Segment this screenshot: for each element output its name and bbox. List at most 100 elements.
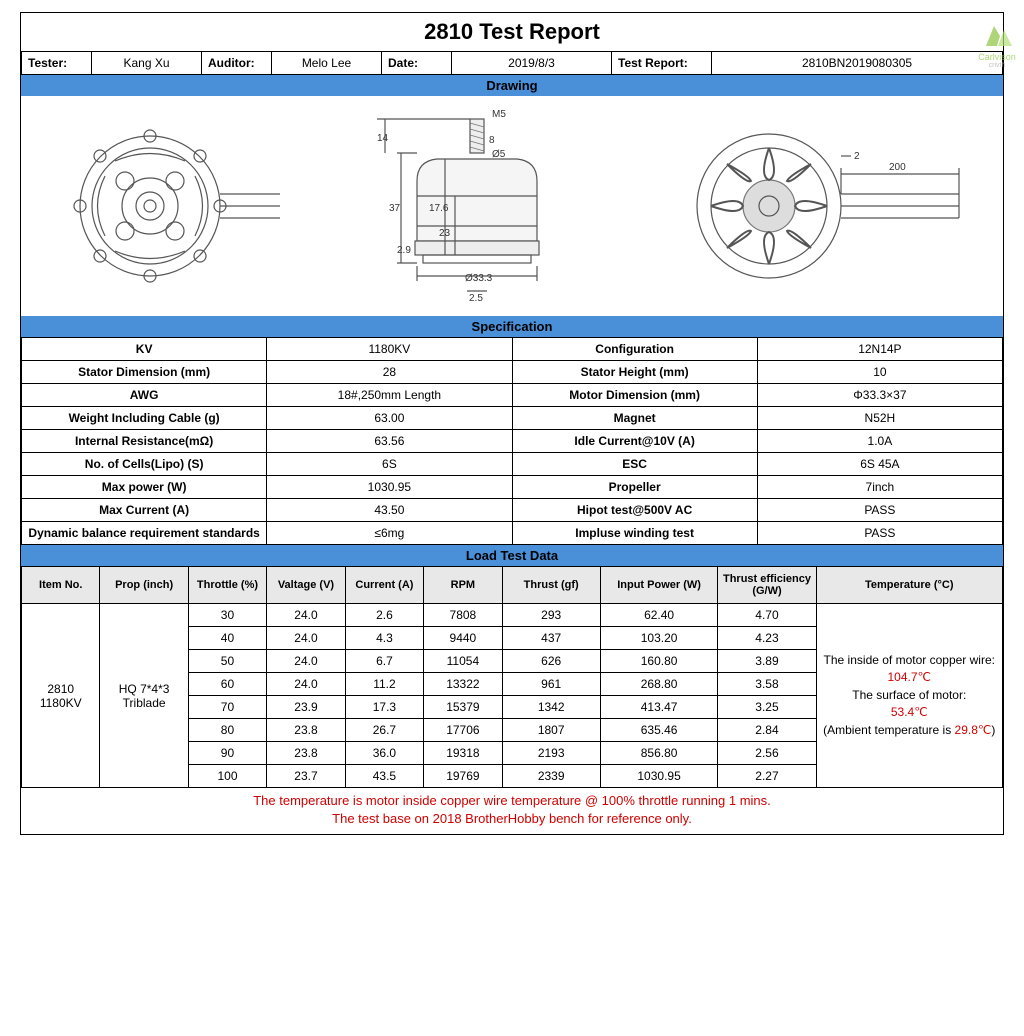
load-cell: 60 (188, 673, 266, 696)
spec-value: 18#,250mm Length (267, 384, 512, 407)
svg-text:M5: M5 (492, 109, 506, 120)
spec-label: Magnet (512, 407, 757, 430)
svg-text:2.9: 2.9 (397, 245, 411, 256)
load-cell: 36.0 (345, 742, 423, 765)
spec-value: 63.56 (267, 430, 512, 453)
load-cell: 26.7 (345, 719, 423, 742)
load-cell: 11054 (424, 650, 502, 673)
spec-value: 1030.95 (267, 476, 512, 499)
load-cell: 24.0 (267, 650, 345, 673)
load-col-header: Current (A) (345, 567, 423, 604)
header-table: Tester: Kang Xu Auditor: Melo Lee Date: … (21, 51, 1003, 75)
svg-text:23: 23 (439, 228, 451, 239)
load-cell: 293 (502, 604, 600, 627)
spec-value: Φ33.3×37 (757, 384, 1002, 407)
load-prop: HQ 7*4*3 Triblade (100, 604, 188, 788)
load-cell: 11.2 (345, 673, 423, 696)
load-cell: 30 (188, 604, 266, 627)
load-cell: 4.3 (345, 627, 423, 650)
auditor-label: Auditor: (202, 52, 272, 75)
report-title: 2810 Test Report (21, 13, 1003, 51)
spec-value: 63.00 (267, 407, 512, 430)
load-col-header: Valtage (V) (267, 567, 345, 604)
load-cell: 24.0 (267, 673, 345, 696)
load-cell: 1342 (502, 696, 600, 719)
spec-value: 1.0A (757, 430, 1002, 453)
date-label: Date: (382, 52, 452, 75)
svg-text:14: 14 (377, 133, 389, 144)
load-item: 28101180KV (22, 604, 100, 788)
spec-value: 43.50 (267, 499, 512, 522)
spec-label: Weight Including Cable (g) (22, 407, 267, 430)
load-cell: 24.0 (267, 627, 345, 650)
drawing-bottom-view (55, 106, 285, 306)
spec-label: Stator Dimension (mm) (22, 361, 267, 384)
drawing-area: M5 8 14 Ø5 37 17.6 23 Ø33.3 2.9 2.5 (21, 96, 1003, 316)
load-cell: 90 (188, 742, 266, 765)
load-cell: 103.20 (600, 627, 718, 650)
section-drawing: Drawing (21, 75, 1003, 96)
drawing-top-view: 200 2 (669, 106, 969, 306)
svg-text:2: 2 (854, 151, 860, 162)
watermark-text1: Carlvison (978, 52, 1016, 62)
report-sheet: 2810 Test Report Tester: Kang Xu Auditor… (20, 12, 1004, 835)
auditor-value: Melo Lee (272, 52, 382, 75)
load-cell: 2.56 (718, 742, 816, 765)
spec-value: 6S 45A (757, 453, 1002, 476)
spec-value: N52H (757, 407, 1002, 430)
load-temp: The inside of motor copper wire:104.7℃Th… (816, 604, 1002, 788)
load-cell: 4.23 (718, 627, 816, 650)
load-col-header: Temperature (°C) (816, 567, 1002, 604)
load-cell: 23.8 (267, 719, 345, 742)
load-cell: 3.25 (718, 696, 816, 719)
svg-text:8: 8 (489, 135, 495, 146)
spec-value: 12N14P (757, 338, 1002, 361)
load-cell: 62.40 (600, 604, 718, 627)
section-spec: Specification (21, 316, 1003, 337)
spec-label: AWG (22, 384, 267, 407)
spec-label: Stator Height (mm) (512, 361, 757, 384)
load-cell: 6.7 (345, 650, 423, 673)
footnote: The temperature is motor inside copper w… (21, 788, 1003, 834)
load-cell: 43.5 (345, 765, 423, 788)
load-cell: 2.6 (345, 604, 423, 627)
load-col-header: Input Power (W) (600, 567, 718, 604)
spec-label: Impluse winding test (512, 522, 757, 545)
load-col-header: Prop (inch) (100, 567, 188, 604)
spec-value: 7inch (757, 476, 1002, 499)
load-table: Item No.Prop (inch)Throttle (%)Valtage (… (21, 566, 1003, 788)
load-cell: 413.47 (600, 696, 718, 719)
spec-value: ≤6mg (267, 522, 512, 545)
spec-label: Internal Resistance(mΩ) (22, 430, 267, 453)
load-col-header: Thrust (gf) (502, 567, 600, 604)
spec-label: Max power (W) (22, 476, 267, 499)
load-cell: 17706 (424, 719, 502, 742)
watermark-text2: crivth (978, 62, 1016, 69)
load-cell: 23.9 (267, 696, 345, 719)
load-cell: 437 (502, 627, 600, 650)
date-value: 2019/8/3 (452, 52, 612, 75)
load-cell: 2339 (502, 765, 600, 788)
report-value: 2810BN2019080305 (712, 52, 1003, 75)
spec-label: Configuration (512, 338, 757, 361)
load-cell: 40 (188, 627, 266, 650)
load-cell: 9440 (424, 627, 502, 650)
spec-label: Propeller (512, 476, 757, 499)
load-cell: 13322 (424, 673, 502, 696)
load-cell: 635.46 (600, 719, 718, 742)
section-load: Load Test Data (21, 545, 1003, 566)
load-cell: 626 (502, 650, 600, 673)
report-label: Test Report: (612, 52, 712, 75)
load-cell: 100 (188, 765, 266, 788)
footnote-line1: The temperature is motor inside copper w… (253, 793, 771, 808)
spec-value: PASS (757, 522, 1002, 545)
load-cell: 4.70 (718, 604, 816, 627)
load-cell: 2.27 (718, 765, 816, 788)
load-cell: 19318 (424, 742, 502, 765)
svg-text:2.5: 2.5 (469, 293, 483, 304)
load-cell: 50 (188, 650, 266, 673)
svg-text:Ø33.3: Ø33.3 (465, 273, 493, 284)
load-cell: 24.0 (267, 604, 345, 627)
load-cell: 15379 (424, 696, 502, 719)
load-cell: 2.84 (718, 719, 816, 742)
